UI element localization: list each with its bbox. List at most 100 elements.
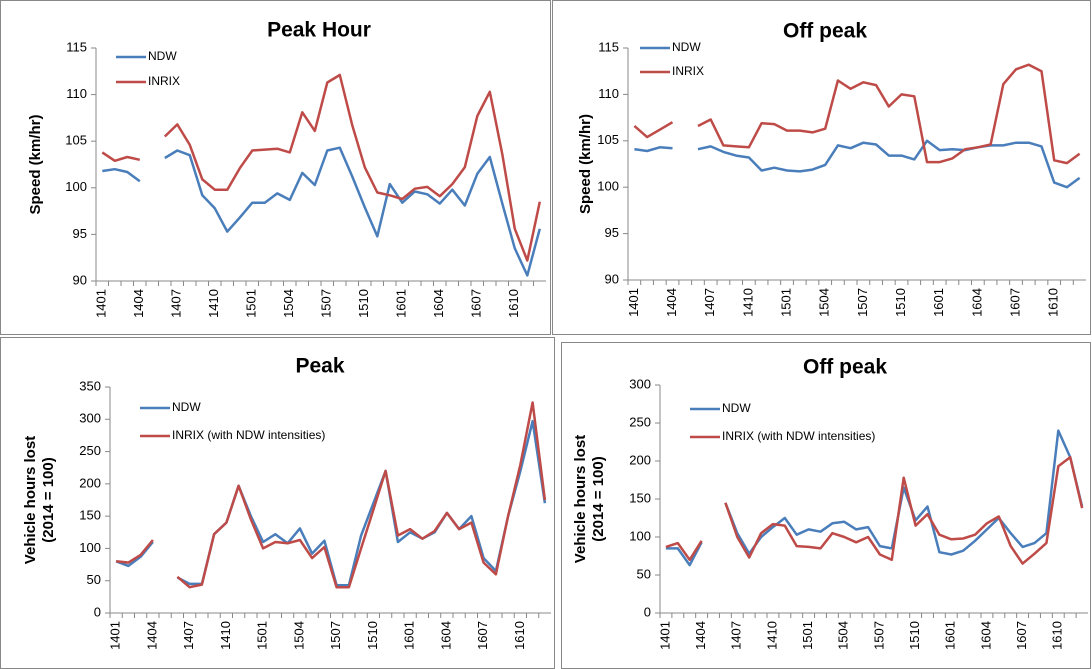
x-tick-label: 1404 [144,621,159,650]
chart-title: Off peak [783,20,867,43]
y-axis-label: Vehicle hours lost [22,436,39,564]
y-tick-label: 0 [94,604,101,619]
y-tick-label: 150 [79,508,101,523]
x-tick-label: 1401 [94,289,109,318]
y-axis-label: Vehicle hours lost [572,435,589,563]
y-tick-label: 350 [79,378,101,393]
x-tick-label: 1407 [181,621,196,650]
legend-label: INRIX (with NDW intensities) [722,429,875,443]
y-tick-label: 100 [79,540,101,555]
legend-label: INRIX [148,74,180,88]
y-tick-label: 300 [79,411,101,426]
x-tick-label: 1610 [506,289,521,318]
x-tick-label: 1607 [1014,621,1029,650]
x-tick-label: 1607 [475,621,490,650]
data-line [665,455,1084,565]
y-tick-label: 200 [629,452,651,467]
panel-border [552,0,1091,335]
chart-title: Off peak [803,356,887,379]
x-tick-label: 1410 [764,621,779,650]
x-tick-label: 1607 [1007,288,1022,317]
x-tick-label: 1404 [131,289,146,318]
x-tick-label: 1601 [943,621,958,650]
x-tick-label: 1410 [740,288,755,317]
x-tick-label: 1601 [394,289,409,318]
data-line [101,73,542,262]
x-tick-label: 1504 [291,621,306,650]
x-tick-label: 1410 [218,621,233,650]
y-tick-label: 250 [629,414,651,429]
x-tick-label: 1510 [893,288,908,317]
legend-label: NDW [672,40,701,54]
y-tick-label: 300 [629,376,651,391]
x-tick-label: 1507 [871,621,886,650]
y-axis-label: Speed (km/hr) [27,114,44,214]
chart-title: Peak Hour [267,19,371,42]
y-tick-label: 250 [79,443,101,458]
x-tick-label: 1604 [438,621,453,650]
x-tick-label: 1401 [657,621,672,650]
y-axis-label: (2014 = 100) [40,457,57,542]
chart-title: Peak [295,355,344,378]
y-tick-label: 95 [605,225,619,240]
y-tick-label: 110 [66,86,87,101]
y-tick-label: 50 [87,572,101,587]
x-tick-label: 1407 [729,621,744,650]
y-tick-label: 200 [79,475,101,490]
y-tick-label: 90 [73,272,87,287]
x-tick-label: 1604 [431,289,446,318]
x-tick-label: 1404 [693,621,708,650]
x-tick-label: 1510 [365,621,380,650]
x-tick-label: 1504 [817,288,832,317]
data-line [115,419,547,587]
data-line [634,139,1081,189]
x-tick-label: 1410 [206,289,221,318]
data-line [115,401,547,589]
x-tick-label: 1507 [328,621,343,650]
x-tick-label: 1501 [244,289,259,318]
x-tick-label: 1510 [356,289,371,318]
x-tick-label: 1401 [108,621,123,650]
x-tick-label: 1610 [1050,621,1065,650]
y-tick-label: 50 [637,566,651,581]
x-tick-label: 1604 [978,621,993,650]
y-axis-label: (2014 = 100) [590,456,607,541]
y-tick-label: 100 [629,528,651,543]
x-tick-label: 1507 [319,289,334,318]
x-tick-label: 1407 [702,288,717,317]
x-tick-label: 1610 [1046,288,1061,317]
x-tick-label: 1404 [664,288,679,317]
y-tick-label: 105 [65,133,87,148]
x-tick-label: 1604 [969,288,984,317]
legend-label: NDW [148,49,177,63]
panel-border [0,0,551,335]
x-tick-label: 1501 [800,621,815,650]
x-tick-label: 1607 [469,289,484,318]
y-tick-label: 90 [605,271,619,286]
x-tick-label: 1510 [907,621,922,650]
x-tick-label: 1501 [778,288,793,317]
y-tick-label: 100 [65,179,87,194]
x-tick-label: 1507 [855,288,870,317]
data-line [665,429,1084,567]
y-tick-label: 115 [66,39,87,54]
y-tick-label: 115 [598,39,619,54]
y-tick-label: 95 [73,226,87,241]
legend-label: NDW [722,401,751,415]
x-tick-label: 1407 [169,289,184,318]
x-tick-label: 1610 [512,621,527,650]
y-tick-label: 150 [629,490,651,505]
x-tick-label: 1501 [255,621,270,650]
y-tick-label: 110 [598,86,619,101]
x-tick-label: 1601 [402,621,417,650]
legend-label: NDW [172,400,201,414]
data-line [633,63,1081,165]
y-axis-label: Speed (km/hr) [577,114,594,214]
x-tick-label: 1504 [281,289,296,318]
legend-label: INRIX [672,64,704,78]
y-tick-label: 0 [644,604,651,619]
data-line [102,146,542,277]
x-tick-label: 1504 [836,621,851,650]
x-tick-label: 1601 [931,288,946,317]
